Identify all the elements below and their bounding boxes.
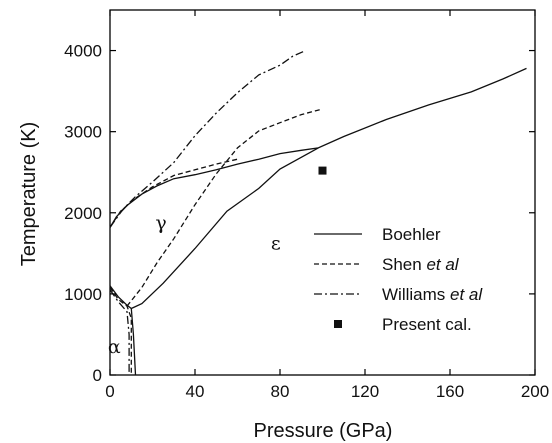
legend: Boehler Shen et al Williams et al Present c… <box>314 225 483 334</box>
y-axis-title: Temperature (K) <box>18 122 40 267</box>
williams-et-al-line <box>109 50 306 228</box>
y-tick-label: 3000 <box>64 123 102 142</box>
boehler-line <box>130 308 137 376</box>
legend-label: Present cal. <box>382 315 472 334</box>
phase-label: α <box>108 336 121 358</box>
y-tick-label: 4000 <box>64 42 102 61</box>
boehler-line <box>109 67 527 228</box>
shen-et-al-line <box>109 158 238 228</box>
plot-frame <box>109 9 536 376</box>
y-tick-label: 0 <box>93 366 102 385</box>
present-cal-marker <box>318 166 327 175</box>
phase-label: ε <box>271 232 281 254</box>
y-tick-label: 1000 <box>64 285 102 304</box>
x-tick-label: 160 <box>436 382 464 401</box>
shen-et-al-line <box>126 108 323 307</box>
legend-label: Boehler <box>382 225 441 244</box>
shen-et-al-line <box>109 287 132 375</box>
y-tick-label: 2000 <box>64 204 102 223</box>
x-axis-title: Pressure (GPa) <box>254 420 393 442</box>
legend-marker <box>334 320 342 328</box>
legend-label: Williams et al <box>382 285 483 304</box>
x-tick-label: 200 <box>521 382 549 401</box>
x-tick-label: 40 <box>186 382 205 401</box>
phase-label: γ <box>155 212 166 234</box>
boehler-line <box>131 147 319 310</box>
x-tick-label: 0 <box>105 382 114 401</box>
williams-et-al-line <box>109 289 130 375</box>
boehler-line <box>109 285 132 310</box>
x-tick-label: 80 <box>271 382 290 401</box>
phase-labels: γ ε α <box>108 212 281 358</box>
legend-label: Shen et al <box>382 255 460 274</box>
x-tick-label: 120 <box>351 382 379 401</box>
plot-area <box>109 9 536 376</box>
